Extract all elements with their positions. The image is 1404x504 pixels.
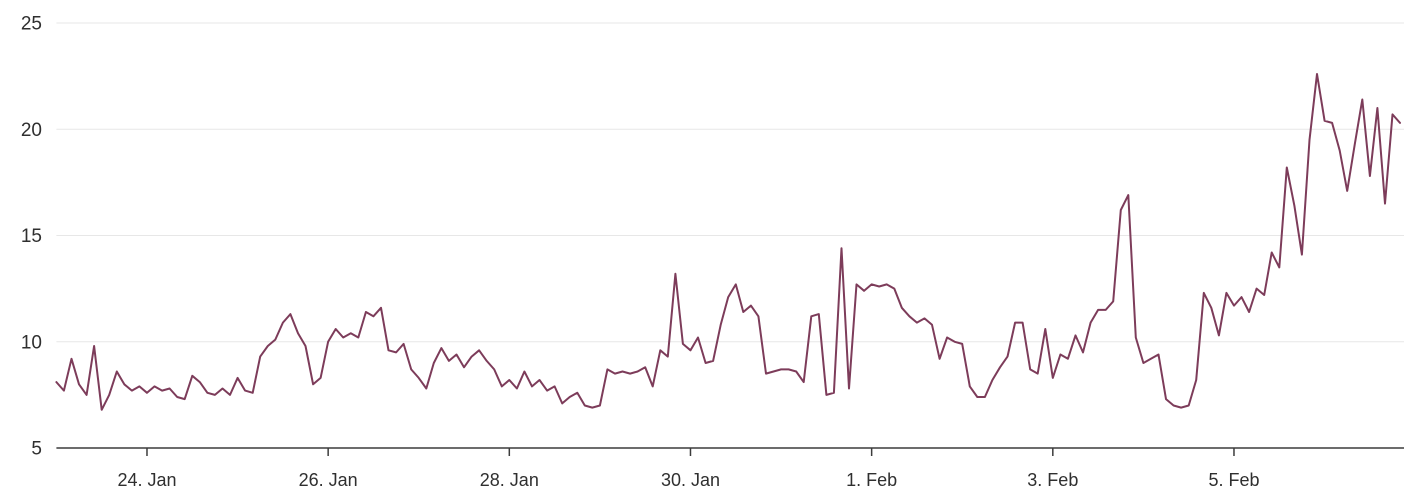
x-axis-tick-label: 3. Feb [1027,470,1078,490]
x-axis-tick-label: 30. Jan [661,470,720,490]
y-axis-tick-label: 25 [21,14,42,35]
axis-labels-group: 5 10 15 20 25 24. Jan 26. Jan 28. Jan 30. Jan 1. … [21,14,1260,491]
axes-group [56,447,1404,456]
y-axis-tick-label: 15 [21,226,42,247]
x-axis-tick-label: 24. Jan [117,470,176,490]
x-axis-tick-label: 26. Jan [299,470,358,490]
y-axis-tick-label: 20 [21,120,42,141]
grid-lines-group [56,22,1404,343]
price-series-line [55,73,1401,411]
y-axis-tick-label: 10 [21,332,42,353]
x-axis-tick-label: 1. Feb [846,470,897,490]
y-axis-tick-label: 5 [31,439,42,460]
x-axis-tick-label: 5. Feb [1208,470,1259,490]
x-axis-tick-label: 28. Jan [480,470,539,490]
series-group [55,73,1401,411]
